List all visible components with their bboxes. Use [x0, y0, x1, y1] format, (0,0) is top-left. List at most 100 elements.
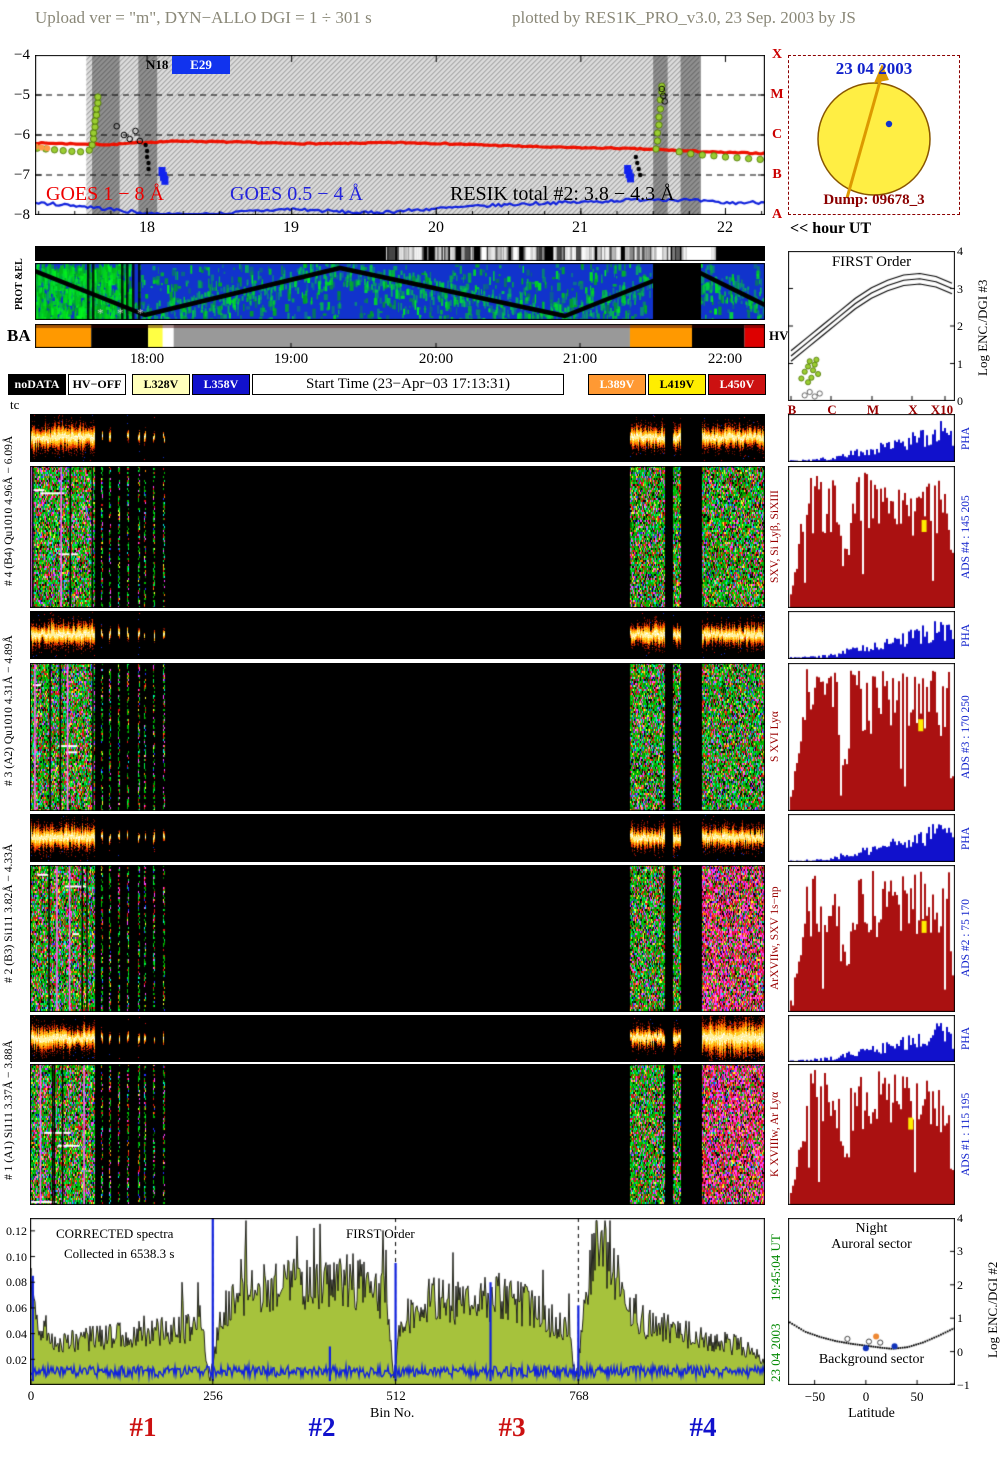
pha-label-ch2: PHA [960, 826, 972, 850]
scan-arrow-head [874, 64, 889, 83]
first-order-ytick: 4 [957, 244, 963, 258]
goes-ytick: −4 [14, 47, 30, 63]
spectrum-xtick: 256 [203, 1388, 223, 1403]
hv-legend-item: L389V [588, 374, 646, 395]
pha-strip-ch2 [30, 814, 765, 862]
ads-label-ch2: ADS #2 : 75 170 [960, 899, 972, 978]
first-order-ytick: 2 [957, 319, 963, 333]
hv-axis-label: HV [769, 328, 789, 343]
spectrogram-ch4 [30, 466, 765, 608]
hv-legend-item: L328V [132, 374, 190, 395]
start-time-box: Start Time (23−Apr−03 17:13:31) [252, 374, 564, 395]
spectrum-order-label: FIRST Order [346, 1226, 415, 1241]
spectrogram-ch1 [30, 1064, 765, 1205]
side-time-label: 19:45:04 UT [768, 1234, 783, 1302]
first-order-ytick: 0 [957, 394, 963, 408]
goes-xtick: 21 [572, 219, 588, 236]
sun-disk-panel: 23 04 2003 Dump: 09678_3 [788, 55, 960, 215]
goes-class-label: A [771, 207, 783, 222]
ads-histogram-ch4 [788, 466, 955, 608]
pha-histogram-ch1 [788, 1015, 955, 1062]
prot-el-spectrogram-strip [35, 263, 765, 320]
hv-legend-item: L358V [192, 374, 250, 395]
lines-label-ch4: SXV, Si Lyβ, SiXIII [769, 490, 781, 584]
ba-axis-label: BA [7, 326, 31, 345]
goes-ytick: −8 [14, 207, 30, 223]
ads-histogram-ch3 [788, 663, 955, 811]
lines-label-ch3: S XVI Lyα [769, 711, 781, 763]
latitude-axis-label: Latitude [848, 1406, 895, 1421]
hv-legend-item: HV−OFF [68, 374, 126, 395]
segment-label: #1 [129, 1412, 157, 1442]
latitude-ytick: 0 [957, 1344, 963, 1359]
pha-histogram-ch4 [788, 414, 955, 462]
latitude-ytick: 3 [957, 1244, 963, 1259]
goes-legend-05-4: GOES 0.5 − 4 Å [230, 183, 363, 205]
latitude-ytick: 2 [957, 1277, 963, 1292]
strip-time-tick: 18:00 [129, 351, 165, 367]
spectrum-ytick: 0.02 [6, 1352, 27, 1367]
bin-no-label: Bin No. [370, 1406, 415, 1421]
strip-time-tick: 21:00 [562, 351, 598, 367]
night-label: Night [855, 1221, 888, 1236]
first-order-xtick: M [866, 402, 880, 417]
auroral-sector-label: Auroral sector [831, 1237, 912, 1252]
flare-region-prefix: N18 [146, 57, 169, 72]
first-order-xtick: X10 [930, 402, 954, 417]
lat-right-axis-label: Log ENC./DGI #2 [985, 1261, 1000, 1359]
pha-strip-ch4 [30, 414, 765, 462]
ads-histogram-ch2 [788, 865, 955, 1012]
pha-label-ch3: PHA [960, 623, 972, 647]
prot-el-axis-label: PROT &EL [14, 258, 25, 310]
strip-time-tick: 19:00 [273, 351, 309, 367]
segment-label: #2 [308, 1412, 336, 1442]
hour-ut-note: << hour UT [790, 220, 872, 237]
pha-label-ch1: PHA [960, 1027, 972, 1051]
latitude-xtick: 0 [862, 1389, 870, 1404]
header-upload-info: Upload ver = "m", DYN−ALLO DGI = 1 ÷ 301… [35, 8, 372, 27]
goes-flux-plot [35, 55, 765, 215]
channel-4-label: # 4 (B4) Qu1010 4.96Å − 6.09Å [3, 435, 15, 587]
hv-legend-item: L450V [708, 374, 766, 395]
goes-xtick: 19 [283, 219, 299, 236]
dump-label: Dump: 09678_3 [823, 192, 925, 208]
channel-1-label: # 1 (A1) Si111 3.37Å − 3.88Å [3, 1040, 15, 1180]
hv-legend-item: noDATA [8, 374, 66, 395]
pha-histogram-ch3 [788, 611, 955, 659]
latitude-ytick: 1 [957, 1311, 963, 1326]
ads-label-ch4: ADS #4 : 145 205 [960, 495, 972, 579]
resik-total-legend: RESIK total #2: 3.8 − 4.3 Å [450, 183, 675, 205]
goes-ytick: −6 [14, 127, 30, 143]
first-order-xtick: C [827, 402, 837, 417]
goes-xtick: 20 [428, 219, 444, 236]
hv-state-bar [35, 324, 765, 348]
channel-2-label: # 2 (B3) Si111 3.82Å − 4.33Å [3, 843, 15, 983]
spectrum-ytick: 0.10 [6, 1249, 27, 1264]
first-order-ytick: 1 [957, 356, 963, 371]
lines-label-ch2: ArXVIIw, SXV 1s−np [769, 886, 781, 991]
header-plotted-by: plotted by RES1K_PRO_v3.0, 23 Sep. 2003 … [512, 8, 856, 27]
spectrum-ytick: 0.12 [6, 1224, 27, 1238]
pha-strip-ch3 [30, 611, 765, 659]
hv-legend-item: L419V [648, 374, 706, 395]
spectrum-ytick: 0.04 [6, 1326, 27, 1341]
flare-position-dot [885, 120, 893, 128]
pha-histogram-ch2 [788, 814, 955, 862]
corrected-spectra-plot [30, 1218, 765, 1385]
corrected-spectra-title: CORRECTED spectra [56, 1226, 174, 1241]
sun-date: 23 04 2003 [835, 59, 913, 78]
goes-xtick: 22 [717, 219, 733, 236]
latitude-sectors-plot [788, 1218, 955, 1385]
goes-class-label: X [771, 47, 783, 62]
pha-strip-ch1 [30, 1015, 765, 1062]
strip-time-tick: 20:00 [418, 351, 454, 367]
first-order-ytick: 3 [957, 281, 963, 296]
spectrum-xtick: 512 [386, 1388, 406, 1403]
spectrogram-ch2 [30, 865, 765, 1012]
ads-label-ch1: ADS #1 : 115 195 [960, 1092, 972, 1177]
channel-3-label: # 3 (A2) Qu1010 4.31Å − 4.89Å [3, 635, 15, 787]
spectrum-ytick: 0.06 [6, 1301, 27, 1316]
segment-label: #4 [689, 1412, 717, 1442]
first-order-xtick: B [787, 402, 797, 417]
